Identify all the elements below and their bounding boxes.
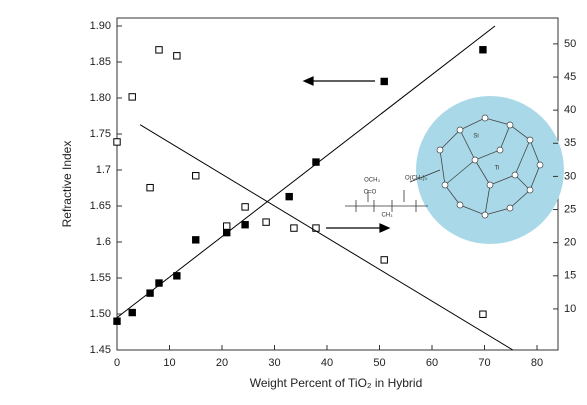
data-point — [381, 78, 387, 84]
data-point — [129, 309, 135, 315]
data-point — [193, 237, 199, 243]
y2-tick-label: 50 — [564, 38, 576, 50]
annotation: Si — [473, 134, 478, 140]
y-tick-label: 1.90 — [90, 20, 111, 32]
data-point — [263, 219, 269, 225]
data-point — [480, 311, 486, 317]
data-point — [291, 225, 297, 231]
y-tick-label: 1.85 — [90, 56, 111, 68]
y-tick-label: 1.55 — [90, 272, 111, 284]
y2-tick-label: 20 — [564, 237, 576, 249]
y2-tick-label: 15 — [564, 270, 576, 282]
annotation: Ti — [495, 166, 500, 172]
annotation: CH₃ — [381, 213, 393, 219]
data-point — [242, 204, 248, 210]
x-axis-label: Weight Percent of TiO₂ in Hybrid — [250, 376, 423, 390]
data-point — [114, 318, 120, 324]
x-tick-label: 20 — [216, 357, 228, 369]
y2-tick-label: 25 — [564, 203, 576, 215]
x-tick-label: 0 — [114, 357, 120, 369]
y-tick-label: 1.75 — [90, 128, 111, 140]
y-tick-label: 1.45 — [90, 344, 111, 356]
x-tick-label: 80 — [531, 357, 543, 369]
data-point — [193, 173, 199, 179]
molecule-illustration — [345, 96, 564, 244]
x-tick-label: 60 — [426, 357, 438, 369]
data-point — [129, 94, 135, 100]
y2-tick-label: 35 — [564, 137, 576, 149]
y-tick-label: 1.65 — [90, 200, 111, 212]
page: {"chart_data": {"type": "scatter", "xlab… — [0, 0, 587, 405]
data-point — [114, 139, 120, 145]
y-tick-label: 1.7 — [96, 164, 111, 176]
data-point — [480, 47, 486, 53]
y2-tick-label: 30 — [564, 170, 576, 182]
data-point — [156, 47, 162, 53]
data-point — [242, 222, 248, 228]
x-tick-label: 50 — [373, 357, 385, 369]
y-axis-label: Refractive Index — [60, 141, 74, 228]
x-tick-label: 40 — [321, 357, 333, 369]
y2-tick-label: 40 — [564, 104, 576, 116]
y-tick-label: 1.50 — [90, 308, 111, 320]
annotation: C=O — [364, 190, 377, 196]
annotation: O(CH₂)₃ — [405, 176, 428, 182]
x-tick-label: 70 — [478, 357, 490, 369]
data-point — [286, 193, 292, 199]
data-point — [381, 257, 387, 263]
y-tick-label: 1.6 — [96, 236, 111, 248]
data-point — [147, 184, 153, 190]
y2-tick-label: 10 — [564, 303, 576, 315]
annotation: OCH₃ — [364, 178, 380, 184]
y2-tick-label: 45 — [564, 71, 576, 83]
x-tick-label: 10 — [163, 357, 175, 369]
y-tick-label: 1.80 — [90, 92, 111, 104]
chart: Weight Percent of TiO₂ in Hybrid Refract… — [0, 0, 587, 405]
data-point — [313, 225, 319, 231]
data-point — [174, 53, 180, 59]
arrows — [304, 77, 389, 232]
data-point — [224, 223, 230, 229]
x-tick-label: 30 — [268, 357, 280, 369]
